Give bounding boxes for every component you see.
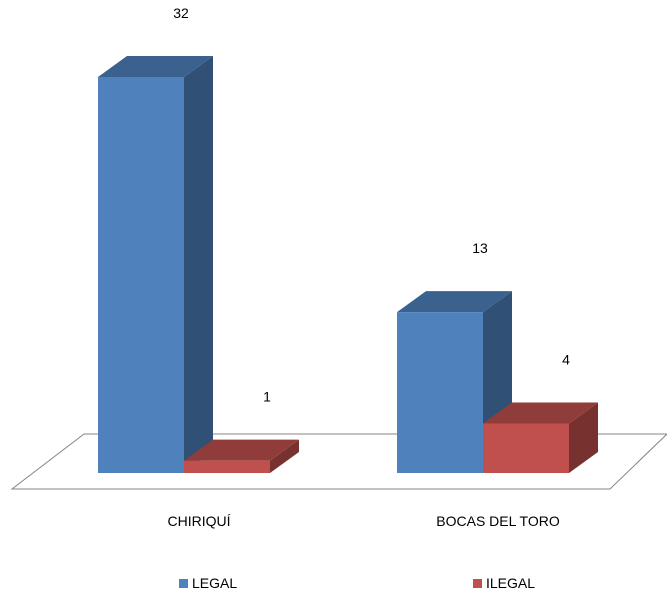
bar-side — [569, 402, 598, 473]
bar-top — [98, 56, 213, 77]
category-label-0: CHIRIQUÍ — [168, 513, 231, 529]
bar-ilegal-0 — [184, 439, 299, 473]
category-labels-group: CHIRIQUÍ BOCAS DEL TORO — [168, 513, 560, 529]
bar-front — [397, 312, 483, 473]
bar-side — [184, 56, 213, 473]
data-label-legal-0: 32 — [173, 5, 189, 21]
bar-legal-0 — [98, 56, 213, 473]
bar-front — [184, 460, 270, 473]
data-label-legal-1: 13 — [472, 240, 488, 256]
bar-front — [98, 77, 184, 473]
category-label-1: BOCAS DEL TORO — [436, 513, 560, 529]
legend-item-ilegal: ILEGAL — [473, 574, 535, 592]
legend-label-legal: LEGAL — [192, 575, 238, 591]
legend-swatch-ilegal — [473, 578, 482, 588]
bar-side — [270, 439, 299, 473]
bar-front — [483, 423, 569, 473]
bar-top — [184, 439, 299, 461]
value-labels-group: 32 1 13 4 — [173, 5, 570, 405]
bar-top — [483, 402, 598, 424]
legend-swatch-legal — [179, 578, 188, 588]
bar-top — [397, 291, 512, 313]
bars-group — [98, 56, 598, 473]
legend-item-legal: LEGAL — [179, 574, 237, 592]
legend-label-ilegal: ILEGAL — [486, 575, 536, 591]
data-label-ilegal-0: 1 — [263, 389, 271, 405]
data-label-ilegal-1: 4 — [562, 352, 570, 368]
bar-ilegal-1 — [483, 402, 598, 473]
